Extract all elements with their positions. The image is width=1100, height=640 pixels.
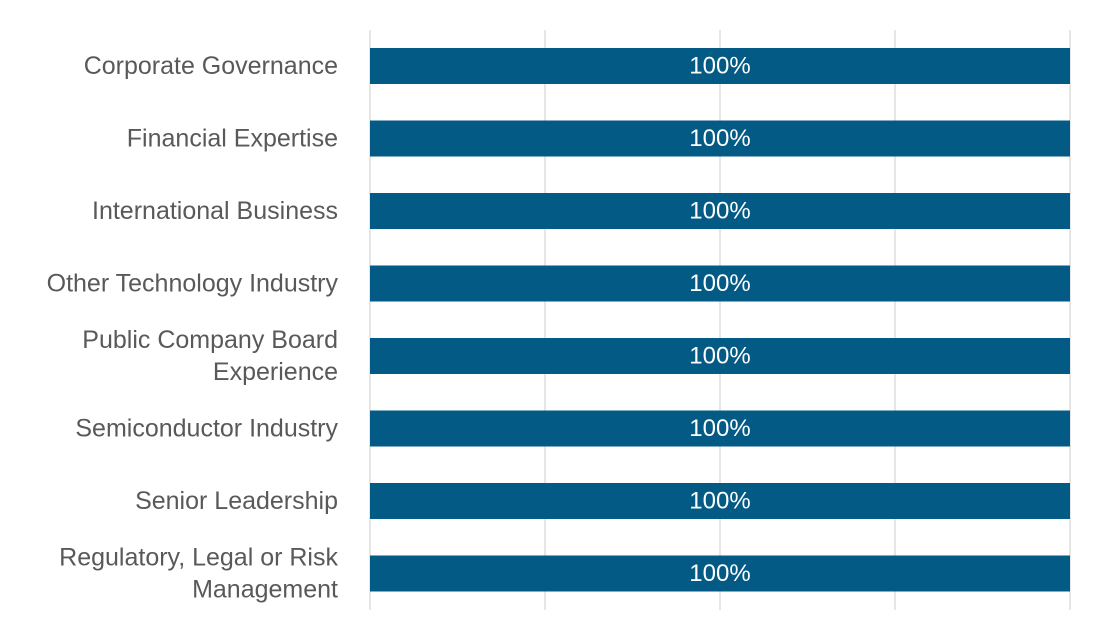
- bar-5: [370, 410, 1070, 447]
- bar-value-label-5: 100%: [689, 415, 750, 442]
- category-label-6: Senior Leadership: [135, 487, 338, 515]
- bar-2: [370, 193, 1070, 229]
- bar-value-label-0: 100%: [689, 53, 750, 80]
- category-label-3: Other Technology Industry: [47, 270, 339, 298]
- category-label-5: Semiconductor Industry: [75, 415, 338, 443]
- bar-value-label-2: 100%: [689, 198, 750, 225]
- bar-6: [370, 483, 1070, 519]
- gridlines: [369, 30, 1071, 610]
- bar-1: [370, 120, 1070, 157]
- bar-0: [370, 48, 1070, 84]
- category-label-4: Public Company Board Experience: [82, 326, 338, 386]
- bar-value-label-3: 100%: [689, 270, 750, 297]
- bar-7: [370, 555, 1070, 592]
- bar-4: [370, 338, 1070, 374]
- bar-3: [370, 265, 1070, 302]
- bar-value-label-7: 100%: [689, 560, 750, 587]
- bar-value-label-1: 100%: [689, 125, 750, 152]
- bars: 100% 100% 100% 100% 100% 100% 100% 100%: [370, 48, 1070, 592]
- category-label-1: Financial Expertise: [127, 125, 338, 153]
- bar-value-label-6: 100%: [689, 488, 750, 515]
- category-label-2: International Business: [92, 197, 338, 225]
- category-label-7: Regulatory, Legal or Risk Management: [59, 544, 338, 604]
- category-label-0: Corporate Governance: [84, 52, 338, 80]
- category-labels: Corporate Governance Financial Expertise I…: [47, 52, 339, 604]
- bar-value-label-4: 100%: [689, 343, 750, 370]
